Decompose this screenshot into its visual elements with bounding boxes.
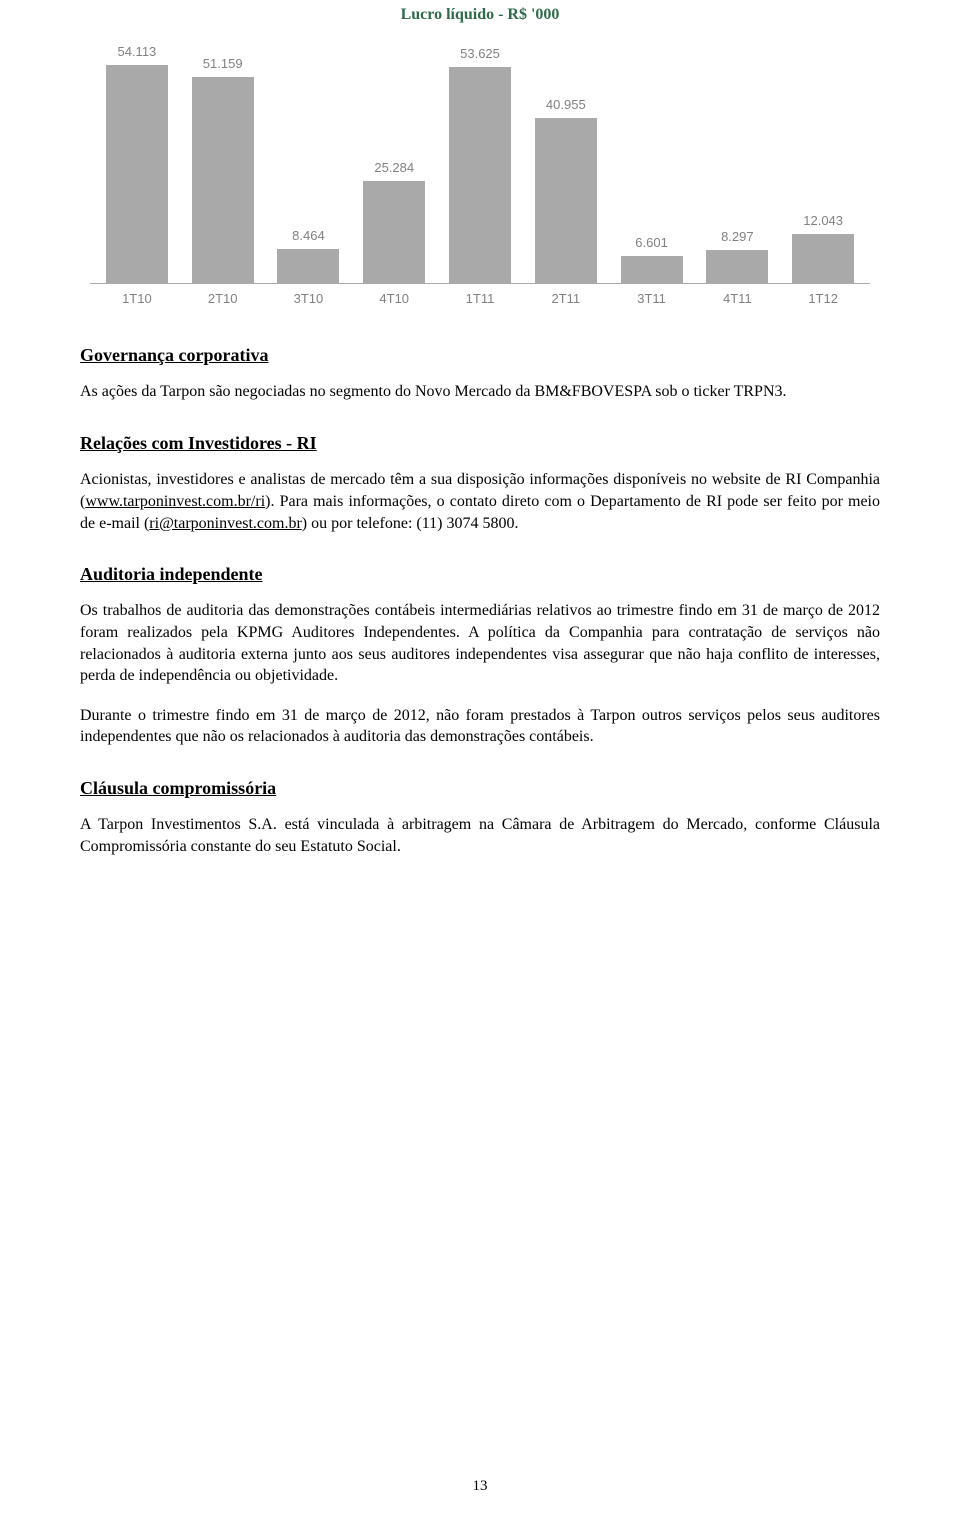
x-axis-tick: 2T10 (186, 290, 260, 308)
x-axis-tick: 3T11 (615, 290, 689, 308)
bar-value-label: 25.284 (374, 159, 414, 177)
bar-value-label: 6.601 (635, 234, 668, 252)
chart-bars-container: 54.113 51.159 8.464 25.284 53.625 40.955 6.601… (90, 34, 870, 283)
paragraph: Durante o trimestre findo em 31 de março… (80, 705, 880, 748)
bar-slot: 53.625 (443, 34, 517, 283)
bar-rect (535, 118, 597, 283)
x-axis-tick: 4T11 (700, 290, 774, 308)
bar-rect (363, 181, 425, 283)
chart-plot-area: 54.113 51.159 8.464 25.284 53.625 40.955 6.601… (90, 34, 870, 284)
bar-value-label: 53.625 (460, 45, 500, 63)
x-axis-tick: 3T10 (272, 290, 346, 308)
bar-value-label: 8.297 (721, 228, 754, 246)
paragraph: Os trabalhos de auditoria das demonstraç… (80, 600, 880, 686)
bar-value-label: 51.159 (203, 55, 243, 73)
bar-value-label: 40.955 (546, 96, 586, 114)
paragraph: Acionistas, investidores e analistas de … (80, 469, 880, 534)
bar-slot: 51.159 (186, 34, 260, 283)
bar-rect (277, 249, 339, 283)
chart-title: Lucro líquido - R$ '000 (80, 4, 880, 26)
bar-rect (192, 77, 254, 283)
heading-auditoria: Auditoria independente (80, 562, 880, 586)
bar-slot: 6.601 (615, 34, 689, 283)
bar-slot: 25.284 (357, 34, 431, 283)
x-axis-tick: 4T10 (357, 290, 431, 308)
bar-rect (792, 234, 854, 283)
ri-email-link[interactable]: ri@tarponinvest.com.br (149, 515, 301, 532)
bar-slot: 40.955 (529, 34, 603, 283)
x-axis-tick: 1T12 (786, 290, 860, 308)
bar-value-label: 8.464 (292, 227, 325, 245)
heading-ri: Relações com Investidores - RI (80, 431, 880, 455)
bar-slot: 8.464 (272, 34, 346, 283)
page-number: 13 (0, 1476, 960, 1496)
heading-clausula: Cláusula compromissória (80, 776, 880, 800)
paragraph: A Tarpon Investimentos S.A. está vincula… (80, 814, 880, 857)
heading-governanca: Governança corporativa (80, 343, 880, 367)
bar-rect (449, 67, 511, 283)
bar-value-label: 54.113 (117, 43, 156, 61)
ri-website-link[interactable]: www.tarponinvest.com.br/ri (85, 493, 265, 510)
bar-rect (106, 65, 168, 283)
bar-chart: 54.113 51.159 8.464 25.284 53.625 40.955 6.601… (90, 34, 870, 308)
text-run: ) ou por telefone: (11) 3074 5800. (302, 515, 519, 532)
bar-slot: 54.113 (100, 34, 174, 283)
page: Lucro líquido - R$ '000 54.113 51.159 8.46… (0, 4, 960, 1520)
bar-slot: 8.297 (700, 34, 774, 283)
bar-value-label: 12.043 (803, 212, 843, 230)
chart-x-axis: 1T10 2T10 3T10 4T10 1T11 2T11 3T11 4T11 1T12 (90, 284, 870, 308)
bar-rect (706, 250, 768, 283)
x-axis-tick: 1T11 (443, 290, 517, 308)
bar-slot: 12.043 (786, 34, 860, 283)
bar-rect (621, 256, 683, 283)
x-axis-tick: 2T11 (529, 290, 603, 308)
paragraph: As ações da Tarpon são negociadas no seg… (80, 381, 880, 403)
x-axis-tick: 1T10 (100, 290, 174, 308)
